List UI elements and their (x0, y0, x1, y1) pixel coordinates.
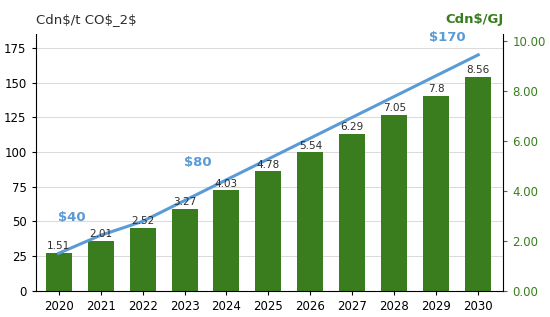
Text: 4.78: 4.78 (257, 160, 280, 170)
Bar (213, 190, 239, 291)
Text: 5.54: 5.54 (299, 141, 322, 151)
Text: 8.56: 8.56 (466, 65, 490, 75)
Bar (172, 209, 197, 291)
Text: Cdn$/t CO$_2$: Cdn$/t CO$_2$ (36, 13, 136, 26)
Text: 3.27: 3.27 (173, 197, 196, 208)
Text: $80: $80 (184, 156, 212, 169)
Text: Cdn$/GJ: Cdn$/GJ (445, 13, 503, 26)
Bar (130, 228, 156, 291)
Bar (465, 77, 491, 291)
Bar (298, 152, 323, 291)
Bar (87, 241, 114, 291)
Bar (339, 134, 365, 291)
Text: 1.51: 1.51 (47, 242, 70, 251)
Text: 7.05: 7.05 (383, 103, 406, 113)
Bar (255, 171, 282, 291)
Bar (381, 115, 408, 291)
Text: 2.01: 2.01 (89, 229, 112, 239)
Text: 4.03: 4.03 (215, 178, 238, 189)
Bar (46, 253, 72, 291)
Text: 6.29: 6.29 (341, 122, 364, 132)
Text: 7.8: 7.8 (428, 84, 444, 94)
Text: $170: $170 (429, 31, 466, 44)
Bar (424, 96, 449, 291)
Text: $40: $40 (58, 211, 86, 224)
Text: 2.52: 2.52 (131, 216, 154, 226)
